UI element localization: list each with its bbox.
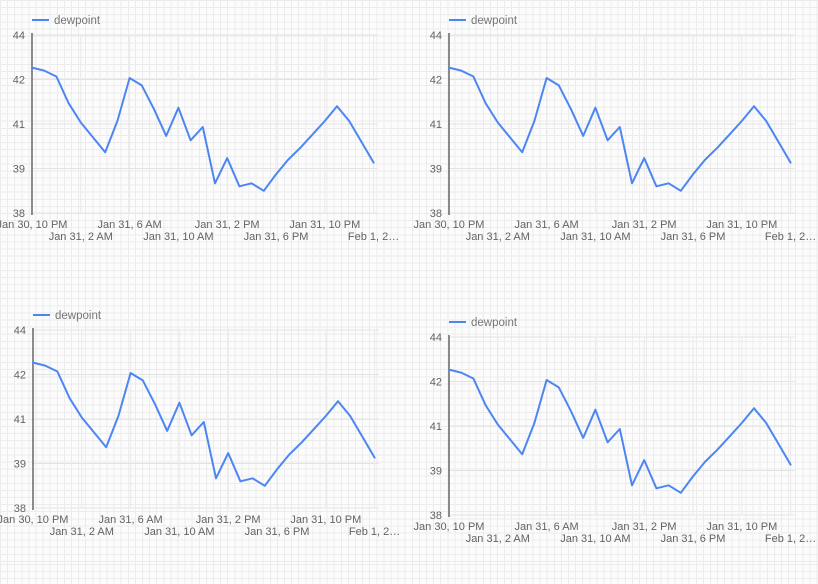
y-axis-label: 39 bbox=[13, 164, 25, 176]
x-axis-label: Jan 31, 10 PM bbox=[706, 521, 777, 533]
x-axis-label: Jan 31, 2 AM bbox=[466, 533, 530, 545]
x-axis-label: Jan 31, 6 AM bbox=[98, 514, 162, 526]
legend-label: dewpoint bbox=[54, 15, 101, 27]
legend-label: dewpoint bbox=[471, 15, 518, 27]
x-axis-label: Jan 31, 2 AM bbox=[50, 526, 114, 538]
x-axis-label: Jan 31, 6 AM bbox=[514, 219, 578, 231]
dashboard-page: { "page": { "layout": "2x2 grid of ident… bbox=[0, 0, 818, 564]
x-axis-label: Jan 31, 10 AM bbox=[143, 231, 213, 243]
x-axis-label: Jan 31, 6 PM bbox=[661, 231, 726, 243]
x-axis-label: Jan 31, 6 PM bbox=[661, 533, 726, 545]
y-axis-label: 41 bbox=[14, 414, 26, 426]
x-axis-label: Jan 31, 10 PM bbox=[290, 514, 361, 526]
x-axis-label: Feb 1, 2… bbox=[349, 526, 400, 538]
dewpoint-line bbox=[31, 66, 375, 192]
x-axis-label: Jan 30, 10 PM bbox=[0, 219, 67, 231]
y-axis-label: 38 bbox=[13, 208, 25, 220]
x-axis-label: Jan 31, 6 AM bbox=[97, 219, 161, 231]
x-axis-label: Jan 31, 2 PM bbox=[195, 219, 260, 231]
x-axis-label: Feb 1, 2… bbox=[765, 231, 816, 243]
y-axis-label: 39 bbox=[14, 459, 26, 471]
y-axis-label: 42 bbox=[430, 75, 442, 87]
y-axis-label: 44 bbox=[430, 332, 442, 344]
x-axis-label: Jan 31, 10 PM bbox=[289, 219, 360, 231]
x-axis-label: Feb 1, 2… bbox=[348, 231, 399, 243]
x-axis-label: Jan 31, 10 PM bbox=[706, 219, 777, 231]
y-axis-label: 42 bbox=[14, 370, 26, 382]
x-axis-label: Jan 30, 10 PM bbox=[414, 521, 485, 533]
y-axis-label: 41 bbox=[430, 421, 442, 433]
y-axis-label: 41 bbox=[13, 119, 25, 131]
x-axis-label: Jan 31, 2 PM bbox=[196, 514, 261, 526]
x-axis-label: Jan 31, 10 AM bbox=[560, 533, 630, 545]
y-axis-label: 41 bbox=[430, 119, 442, 131]
legend-label: dewpoint bbox=[55, 310, 102, 322]
legend-label: dewpoint bbox=[471, 317, 518, 329]
x-axis-label: Jan 31, 6 PM bbox=[244, 231, 309, 243]
y-axis-label: 44 bbox=[13, 30, 25, 42]
y-axis-label: 38 bbox=[430, 510, 442, 522]
y-axis-label: 38 bbox=[14, 503, 26, 515]
y-axis-label: 42 bbox=[13, 75, 25, 87]
x-axis-label: Jan 31, 10 AM bbox=[560, 231, 630, 243]
x-axis-label: Jan 30, 10 PM bbox=[0, 514, 68, 526]
x-axis-label: Jan 31, 10 AM bbox=[144, 526, 214, 538]
dewpoint-line bbox=[448, 66, 792, 192]
x-axis-label: Jan 31, 2 PM bbox=[612, 219, 677, 231]
y-axis-label: 39 bbox=[430, 466, 442, 478]
dewpoint-line bbox=[32, 361, 376, 487]
x-axis-label: Jan 31, 6 AM bbox=[514, 521, 578, 533]
x-axis-label: Feb 1, 2… bbox=[765, 533, 816, 545]
x-axis-label: Jan 30, 10 PM bbox=[414, 219, 485, 231]
y-axis-label: 44 bbox=[14, 325, 26, 337]
y-axis-label: 44 bbox=[430, 30, 442, 42]
dewpoint-line bbox=[448, 368, 792, 494]
x-axis-label: Jan 31, 2 PM bbox=[612, 521, 677, 533]
x-axis-label: Jan 31, 6 PM bbox=[245, 526, 310, 538]
x-axis-label: Jan 31, 2 AM bbox=[49, 231, 113, 243]
y-axis-label: 39 bbox=[430, 164, 442, 176]
y-axis-label: 38 bbox=[430, 208, 442, 220]
x-axis-label: Jan 31, 2 AM bbox=[466, 231, 530, 243]
y-axis-label: 42 bbox=[430, 377, 442, 389]
